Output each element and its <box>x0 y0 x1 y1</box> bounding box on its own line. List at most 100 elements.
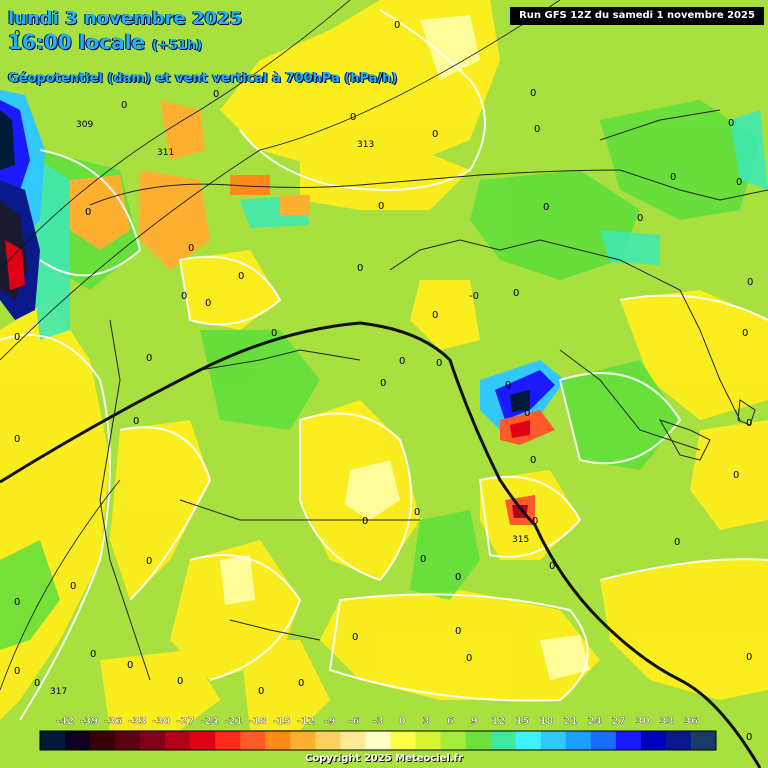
zero-value-label: 0 <box>420 554 426 565</box>
zero-value-label: 0 <box>746 652 752 663</box>
zero-value-label: 0 <box>674 537 680 548</box>
zero-value-label: 0 <box>271 328 277 339</box>
zero-value-label: 0 <box>436 358 442 369</box>
zero-value-label: 0 <box>14 434 20 445</box>
colorbar-swatch <box>365 731 392 750</box>
colorbar-tick-label: 15 <box>515 716 529 727</box>
colorbar-tick-label: 12 <box>491 716 505 727</box>
zero-value-label: 0 <box>530 455 536 466</box>
field-west-dipole <box>0 90 45 320</box>
zero-value-label: 0 <box>14 332 20 343</box>
zero-value-label: 0 <box>357 263 363 274</box>
zero-value-label: 0 <box>530 88 536 99</box>
colorbar-swatch <box>440 731 467 750</box>
zero-value-label: 0 <box>466 653 472 664</box>
forecast-offset: (+51h) <box>151 38 203 53</box>
zero-value-label: 0 <box>728 118 734 129</box>
zero-value-label: 0 <box>505 380 511 391</box>
colorbar-swatch <box>340 731 366 750</box>
contour-label: 309 <box>76 120 93 130</box>
colorbar-tick-label: -36 <box>104 716 122 727</box>
zero-value-label: 0 <box>181 291 187 302</box>
zero-value-label: 0 <box>733 470 739 481</box>
colorbar-swatch <box>540 731 567 750</box>
colorbar-swatch <box>165 731 191 750</box>
colorbar-swatch <box>490 731 517 750</box>
zero-value-label: 0 <box>177 676 183 687</box>
zero-value-label: -0 <box>469 291 479 302</box>
zero-value-label: 0 <box>14 666 20 677</box>
zero-value-label: 0 <box>146 556 152 567</box>
zero-value-label: 0 <box>736 177 742 188</box>
colorbar-tick-label: -42 <box>56 716 74 727</box>
colorbar-swatch <box>240 731 266 750</box>
colorbar-tick-label: -27 <box>176 716 194 727</box>
contour-label: 315 <box>512 535 529 545</box>
zero-value-label: 0 <box>455 572 461 583</box>
zero-value-label: 0 <box>532 516 538 527</box>
colorbar-tick-label: 3 <box>423 716 430 727</box>
field-light-yellow <box>220 15 590 680</box>
zero-value-label: 0 <box>14 597 20 608</box>
colorbar-tick-label: -33 <box>128 716 146 727</box>
zero-value-label: 0 <box>121 100 127 111</box>
zero-value-labels: 0 0 0 0 0 0 0 0 0 0 0 0 0 0 0 0 0 0 0 0 0 -0 0 0 0 0 0 0 0 0 0 0 0 0 0 0 0 0 0… <box>14 20 753 743</box>
colorbar-swatch <box>665 731 692 750</box>
zero-contours <box>0 9 768 721</box>
colorbar-tick-label: -21 <box>225 716 243 727</box>
colorbar-tick-label: -12 <box>297 716 315 727</box>
colorbar-tick-label: 9 <box>471 716 478 727</box>
contour-label: 311 <box>157 148 174 158</box>
colorbar-tick-label: 0 <box>399 716 406 727</box>
colorbar-tick-label: -39 <box>80 716 98 727</box>
contour-label: 317 <box>50 687 67 697</box>
colorbar-swatch <box>290 731 316 750</box>
colorbar-tick-label: 27 <box>612 716 626 727</box>
zero-value-label: 0 <box>378 201 384 212</box>
field-cyan-areas <box>30 110 768 340</box>
colorbar-frame <box>39 730 717 751</box>
colorbar-swatch <box>465 731 492 750</box>
zero-value-label: 0 <box>380 378 386 389</box>
colorbar-swatch <box>265 731 291 750</box>
zero-value-label: 0 <box>205 298 211 309</box>
colorbar-tick-label: -18 <box>249 716 267 727</box>
colorbar-swatch <box>90 731 116 750</box>
colorbar-tick-label: -24 <box>200 716 218 727</box>
zero-value-label: 0 <box>455 626 461 637</box>
zero-value-label: 0 <box>188 243 194 254</box>
copyright: Copyright 2025 Meteociel.fr <box>305 753 463 764</box>
zero-value-label: 0 <box>146 353 152 364</box>
colorbar-tick-label: 18 <box>540 716 554 727</box>
colorbar-swatch <box>215 731 241 750</box>
zero-value-label: 0 <box>350 112 356 123</box>
colorbar-tick-label: -30 <box>152 716 170 727</box>
contour-label: 313 <box>357 140 374 150</box>
zero-value-label: 0 <box>432 310 438 321</box>
zero-value-label: 0 <box>747 277 753 288</box>
colorbar-swatch <box>615 731 642 750</box>
forecast-time: 16:00 locale (+51h) <box>8 30 202 54</box>
forecast-time-label: 16:00 locale <box>8 30 145 54</box>
zero-value-label: 0 <box>238 271 244 282</box>
zero-value-label: 0 <box>534 124 540 135</box>
zero-value-label: 0 <box>543 202 549 213</box>
zero-value-label: 0 <box>549 561 555 572</box>
colorbar-tick-label: 36 <box>684 716 698 727</box>
colorbar-swatch <box>115 731 141 750</box>
zero-value-label: 0 <box>258 686 264 697</box>
zero-value-label: 0 <box>394 20 400 31</box>
zero-value-label: 0 <box>133 416 139 427</box>
colorbar-swatch <box>515 731 542 750</box>
colorbar-tick-label: -6 <box>348 716 359 727</box>
colorbar-swatch <box>390 731 417 750</box>
geopotential-contour-thick <box>0 321 762 768</box>
colorbar-tick-label: 21 <box>564 716 578 727</box>
zero-value-label: 0 <box>746 732 752 743</box>
colorbar-swatch <box>640 731 667 750</box>
colorbar-tick-label: 24 <box>588 716 602 727</box>
zero-value-label: 0 <box>524 408 530 419</box>
field-description: Géopotentiel (dam) et vent vertical à 70… <box>8 71 398 86</box>
zero-value-label: 0 <box>637 213 643 224</box>
zero-value-label: 0 <box>670 172 676 183</box>
